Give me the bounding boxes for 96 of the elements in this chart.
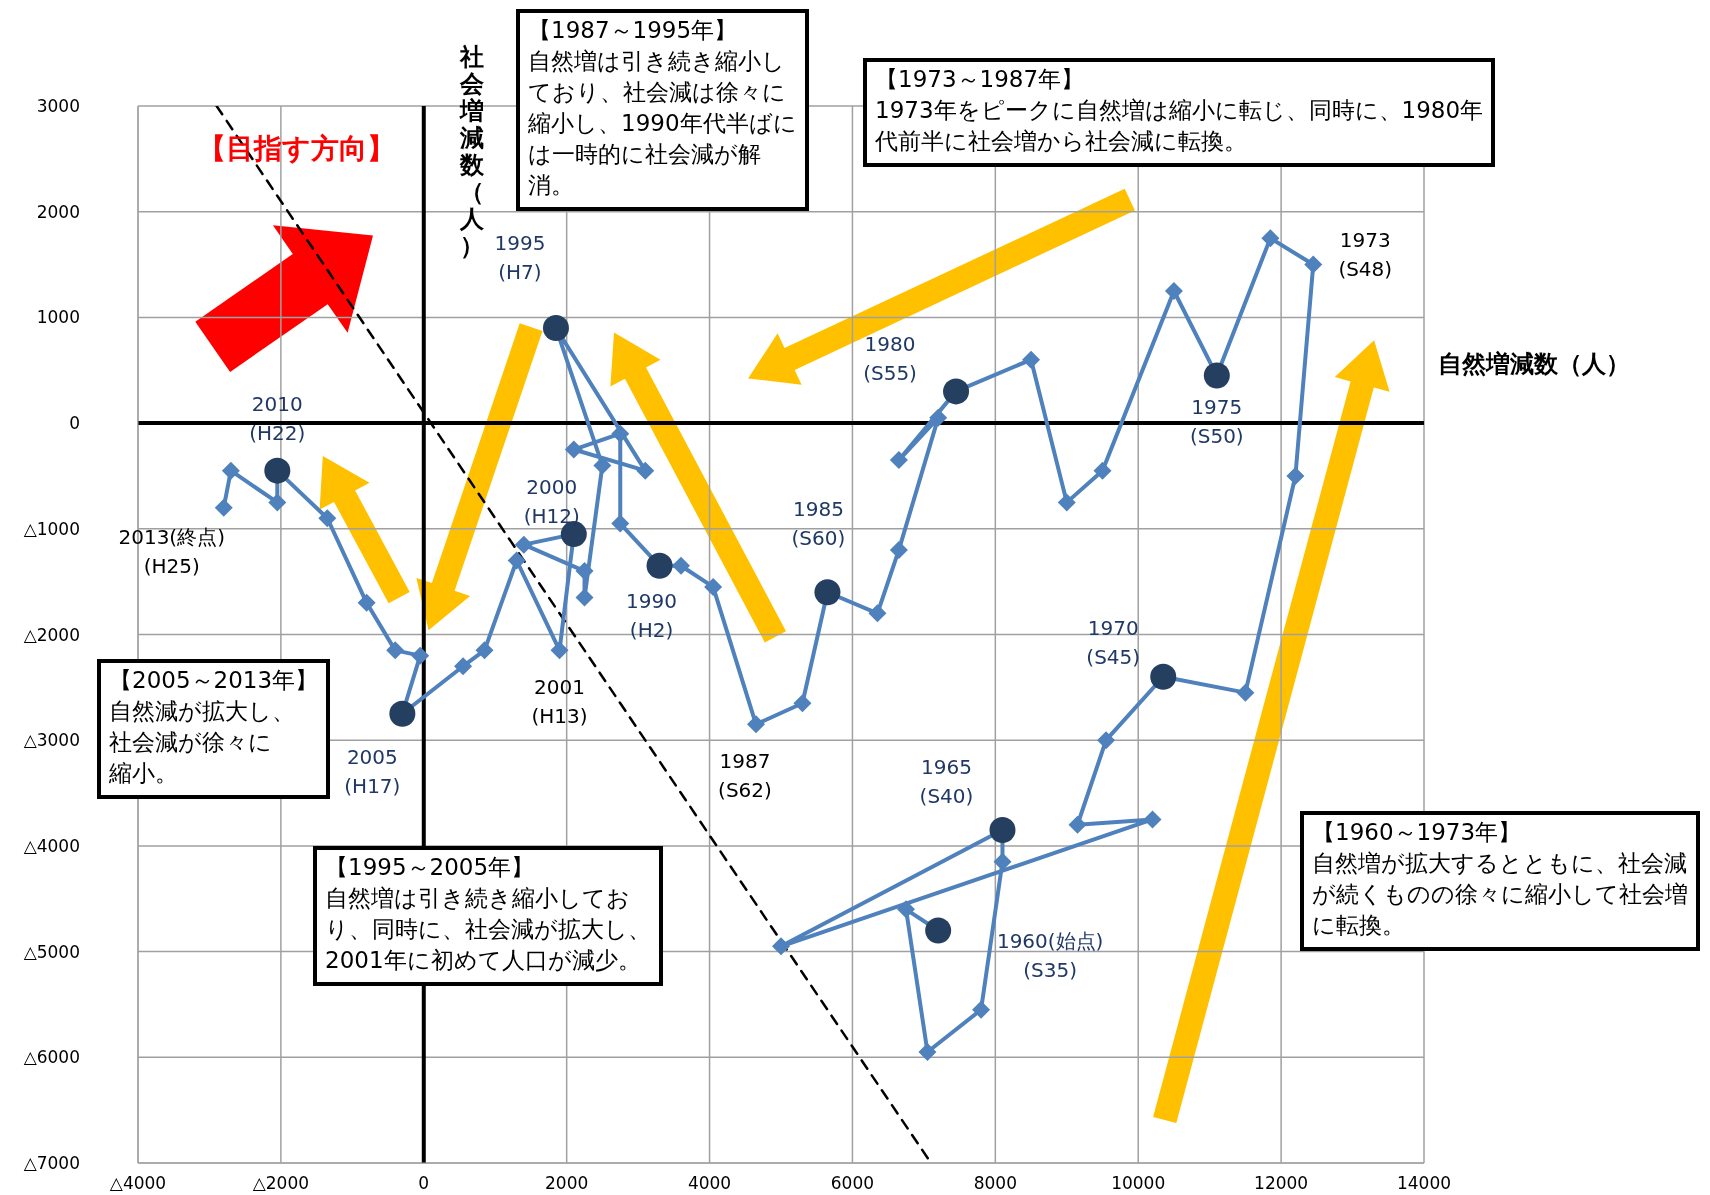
y-tick-label: △1000 [23, 518, 80, 539]
x-tick-label: 12000 [1254, 1173, 1309, 1194]
point [889, 451, 908, 470]
annotation: 2000 (H12) [523, 474, 580, 528]
annotation: 2010 (H22) [249, 391, 306, 445]
y-tick-label: △2000 [23, 624, 80, 645]
annotation: 【1987～1995年】自然増は引き続き縮小しており、社会減は徐々に縮小し、1990年代半ばには一時的に社会減が解消。 [528, 16, 797, 200]
point [389, 700, 416, 727]
point [704, 577, 723, 596]
x-tick-label: 14000 [1396, 1173, 1452, 1194]
point [1261, 229, 1280, 248]
annotation: 1960(始点) (S35) [996, 928, 1104, 982]
point [889, 540, 908, 559]
annotation: 【1995～2005年】自然増は引き続き縮小しており、同時に、社会減が拡大し、2001年に初めて人口が減少。 [325, 853, 651, 975]
y-tick-label: △6000 [23, 1047, 80, 1068]
point [386, 641, 405, 660]
point [475, 641, 494, 660]
y-tick-label: △3000 [23, 730, 80, 751]
x-tick-label: 10000 [1111, 1173, 1166, 1194]
point [918, 1043, 937, 1062]
y-tick-label: △7000 [23, 1153, 80, 1174]
annotation: 1973 (S48) [1338, 227, 1393, 281]
point [972, 1000, 991, 1019]
point [897, 900, 916, 919]
point [550, 641, 569, 660]
point [746, 715, 765, 734]
point [1143, 810, 1162, 829]
x-tick-label: 6000 [830, 1173, 875, 1194]
point [772, 937, 790, 956]
point [814, 579, 841, 606]
point [214, 498, 233, 517]
y-axis-title: 社会増減数（人） [458, 43, 485, 260]
point [636, 461, 655, 480]
point [1097, 731, 1116, 750]
y-tick-label: △4000 [23, 835, 80, 856]
x-tick-label: 8000 [973, 1173, 1017, 1194]
point [793, 694, 812, 713]
point [1304, 255, 1323, 274]
point [1286, 466, 1305, 485]
x-tick-label: △2000 [252, 1173, 310, 1194]
point [575, 562, 594, 581]
annotation: 【2005～2013年】自然減が拡大し、社会減が徐々に縮小。 [109, 666, 319, 788]
point [611, 514, 630, 533]
point [268, 493, 287, 512]
point [1236, 683, 1255, 702]
annotation: 1990 (H2) [626, 588, 677, 642]
y-tick-label: △5000 [23, 941, 80, 962]
point [411, 646, 430, 665]
annotation: 1985 (S60) [791, 496, 846, 550]
annotation: 【1960～1973年】自然増が拡大するとともに、社会減が続くものの徐々に縮小して社会増に転換。 [1312, 818, 1688, 940]
y-tick-label: 2000 [36, 201, 80, 222]
y-tick-label: 0 [69, 413, 80, 434]
annotation: 2005 (H17) [344, 744, 401, 798]
x-tick-label: 2000 [545, 1173, 589, 1194]
point [318, 509, 337, 528]
point [611, 424, 630, 443]
point [221, 461, 240, 480]
annotation: 【目指す方向】 [198, 132, 395, 166]
annotation: 2013(終点) (H25) [118, 524, 225, 578]
point [514, 535, 533, 554]
point [507, 551, 526, 570]
y-tick-label: 1000 [36, 307, 80, 328]
annotation: 1980 (S55) [863, 331, 917, 385]
point [1150, 663, 1177, 690]
point [542, 314, 569, 341]
annotation: 1965 (S40) [919, 754, 974, 808]
point [1068, 815, 1087, 834]
annotation: 【1973～1987年】1973年をピークに自然増は縮小に転じ、同時に、1980年代前半に社会増から社会減に転換。 [875, 65, 1484, 156]
annotation: 1970 (S45) [1086, 615, 1141, 669]
point [943, 378, 970, 405]
point [1164, 281, 1183, 300]
point [454, 657, 473, 676]
point [564, 440, 583, 459]
x-tick-label: 0 [418, 1173, 430, 1194]
point [993, 852, 1012, 871]
annotation: 1975 (S50) [1189, 394, 1244, 448]
point [929, 408, 948, 427]
annotation: 1987 (S62) [718, 748, 772, 802]
point [575, 588, 594, 607]
point [357, 593, 376, 612]
point [1203, 362, 1230, 389]
point [1057, 493, 1076, 512]
point [868, 604, 887, 623]
point [989, 817, 1016, 844]
x-axis-title: 自然増減数（人） [1438, 349, 1630, 380]
point [671, 556, 690, 575]
y-tick-label: 3000 [36, 96, 80, 117]
x-tick-label: 4000 [687, 1173, 732, 1194]
annotation: 1995 (H7) [494, 230, 546, 284]
point [925, 917, 952, 944]
point [646, 552, 673, 579]
point [264, 457, 291, 484]
annotation: 2001 (H13) [531, 674, 588, 728]
point [1093, 461, 1112, 480]
point [1022, 350, 1041, 369]
x-tick-label: △4000 [109, 1173, 167, 1194]
